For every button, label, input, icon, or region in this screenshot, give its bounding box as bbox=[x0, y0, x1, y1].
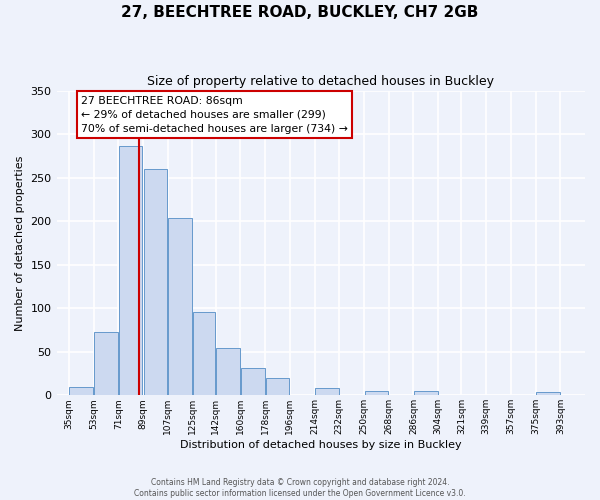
Text: 27, BEECHTREE ROAD, BUCKLEY, CH7 2GB: 27, BEECHTREE ROAD, BUCKLEY, CH7 2GB bbox=[121, 5, 479, 20]
Bar bbox=[241, 368, 265, 396]
Bar bbox=[414, 391, 437, 396]
Bar bbox=[365, 391, 388, 396]
Title: Size of property relative to detached houses in Buckley: Size of property relative to detached ho… bbox=[147, 75, 494, 88]
Bar bbox=[266, 378, 289, 396]
Bar bbox=[70, 388, 93, 396]
Bar bbox=[119, 146, 142, 396]
Text: Contains HM Land Registry data © Crown copyright and database right 2024.
Contai: Contains HM Land Registry data © Crown c… bbox=[134, 478, 466, 498]
Text: 27 BEECHTREE ROAD: 86sqm
← 29% of detached houses are smaller (299)
70% of semi-: 27 BEECHTREE ROAD: 86sqm ← 29% of detach… bbox=[81, 96, 348, 134]
Bar bbox=[536, 392, 560, 396]
X-axis label: Distribution of detached houses by size in Buckley: Distribution of detached houses by size … bbox=[180, 440, 461, 450]
Bar bbox=[94, 332, 118, 396]
Bar bbox=[315, 388, 339, 396]
Bar bbox=[193, 312, 215, 396]
Bar bbox=[168, 218, 192, 396]
Bar bbox=[143, 169, 167, 396]
Y-axis label: Number of detached properties: Number of detached properties bbox=[15, 155, 25, 330]
Bar bbox=[217, 348, 240, 396]
